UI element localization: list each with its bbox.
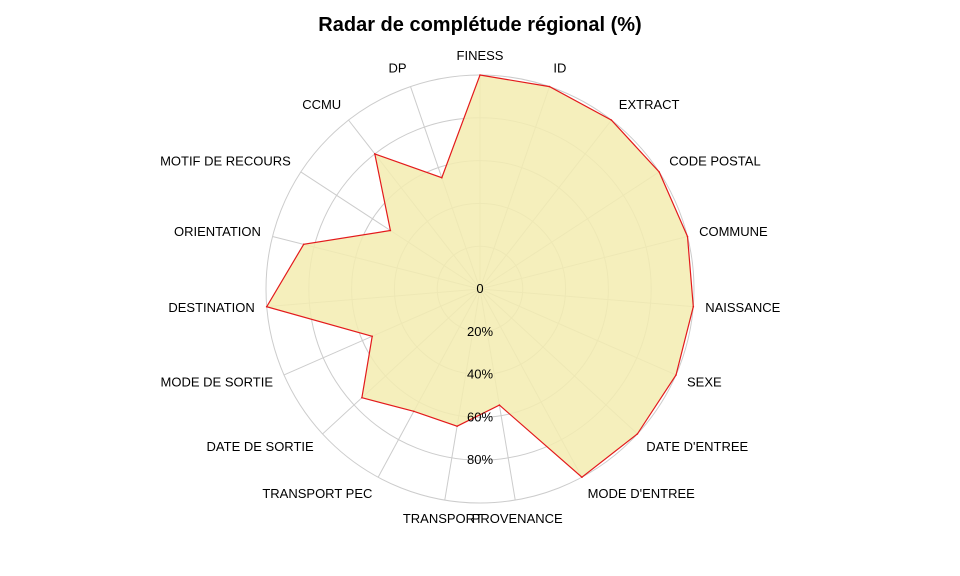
series-point bbox=[389, 229, 392, 232]
axis-label: TRANSPORT bbox=[403, 511, 483, 526]
tick-label: 40% bbox=[467, 367, 493, 382]
series-point bbox=[371, 335, 374, 338]
series-point bbox=[302, 243, 305, 246]
series-layer bbox=[265, 74, 695, 479]
series-point bbox=[498, 404, 501, 406]
series-point bbox=[413, 410, 415, 413]
series-point bbox=[658, 171, 660, 173]
tick-labels: 0 20% 40% 60% 80% bbox=[467, 281, 493, 467]
series-point bbox=[692, 305, 695, 308]
axis-label: NAISSANCE bbox=[705, 300, 780, 315]
axis-label: COMMUNE bbox=[699, 224, 768, 239]
series-point bbox=[441, 176, 443, 179]
series-point bbox=[610, 119, 613, 121]
axis-label: ID bbox=[553, 61, 566, 76]
axis-label: MODE D'ENTREE bbox=[588, 486, 696, 501]
axis-label: MOTIF DE RECOURS bbox=[160, 154, 291, 169]
axis-label: FINESS bbox=[457, 48, 504, 63]
tick-label: 60% bbox=[467, 409, 493, 424]
axis-labels: FINESS ID EXTRACT CODE POSTAL COMMUNE NAISSAN… bbox=[160, 48, 781, 526]
series-point bbox=[456, 425, 458, 428]
axis-label: CCMU bbox=[302, 97, 341, 112]
axis-label: PROVENANCE bbox=[472, 511, 563, 526]
series-area bbox=[265, 74, 694, 478]
chart-title: Radar de complétude régional (%) bbox=[318, 14, 642, 36]
axis-label: DP bbox=[389, 61, 407, 76]
tick-label: 20% bbox=[467, 324, 493, 339]
series-point bbox=[361, 396, 363, 399]
series-point bbox=[675, 374, 677, 376]
tick-label: 0 bbox=[476, 281, 483, 296]
series-point bbox=[374, 153, 376, 155]
series-point bbox=[479, 74, 481, 76]
axis-label: DATE DE SORTIE bbox=[207, 439, 314, 454]
axis-label: DESTINATION bbox=[168, 300, 254, 315]
axis-label: DATE D'ENTREE bbox=[646, 439, 748, 454]
series-point bbox=[265, 305, 268, 308]
series-point bbox=[581, 476, 583, 479]
tick-label: 80% bbox=[467, 452, 493, 467]
series-point bbox=[636, 433, 639, 435]
series-point bbox=[686, 235, 689, 238]
axis-label: MODE DE SORTIE bbox=[161, 375, 274, 390]
axis-label: SEXE bbox=[687, 375, 722, 390]
axis-label: EXTRACT bbox=[619, 97, 680, 112]
axis-label: ORIENTATION bbox=[174, 224, 261, 239]
axis-label: CODE POSTAL bbox=[669, 154, 761, 169]
series-point bbox=[548, 85, 551, 88]
axis-label: TRANSPORT PEC bbox=[262, 486, 372, 501]
